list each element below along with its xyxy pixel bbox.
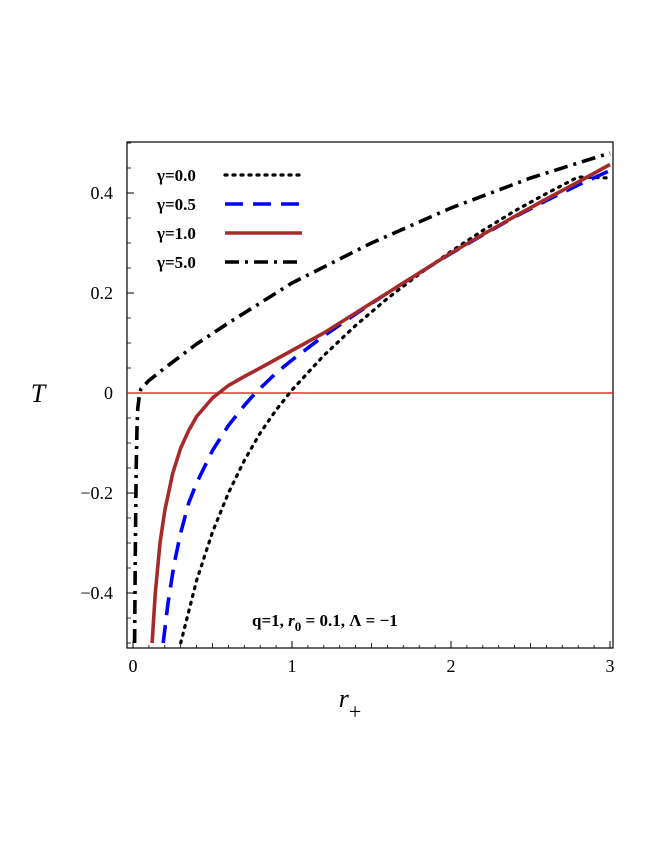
legend: γ=0.0 γ=0.5 γ=1.0 γ=5.0 — [156, 166, 304, 272]
annotation-r0-symbol: r — [288, 611, 295, 630]
x-axis-title: r+ — [339, 684, 362, 724]
annotation-middle: = 0.1, — [301, 611, 349, 630]
y-tick-label: 0.2 — [91, 283, 114, 303]
legend-label-1: γ=0.5 — [156, 195, 196, 214]
series-line-1 — [161, 168, 611, 644]
x-axis-title-main: r — [339, 684, 350, 713]
x-tick-label: 3 — [606, 656, 615, 676]
plot-frame — [126, 141, 614, 649]
y-tick-label: 0 — [104, 383, 113, 403]
series-lines — [132, 151, 612, 645]
parameter-annotation: q=1, r0 = 0.1, Λ = −1 — [252, 611, 398, 634]
series-line-2 — [150, 162, 611, 644]
annotation-prefix: q=1, — [252, 611, 288, 630]
y-axis-title: T — [31, 379, 47, 408]
annotation-r0-sub: 0 — [295, 619, 302, 634]
annotation-lambda: Λ = −1 — [349, 611, 398, 630]
x-axis-title-sub: + — [349, 699, 361, 724]
legend-label-2: γ=1.0 — [156, 224, 196, 243]
axis-ticks — [127, 142, 611, 648]
series-line-3 — [132, 151, 611, 644]
y-tick-label: −0.4 — [80, 583, 113, 603]
series-line-0 — [179, 175, 612, 645]
tick-labels: 0 1 2 3 −0.4 −0.2 0 0.2 0.4 — [80, 183, 614, 676]
legend-label-3: γ=5.0 — [156, 253, 196, 272]
legend-label-0: γ=0.0 — [156, 166, 196, 185]
x-tick-label: 1 — [288, 656, 297, 676]
y-tick-label: 0.4 — [91, 183, 114, 203]
y-tick-label: −0.2 — [80, 483, 113, 503]
x-tick-label: 0 — [129, 656, 138, 676]
x-tick-label: 2 — [447, 656, 456, 676]
